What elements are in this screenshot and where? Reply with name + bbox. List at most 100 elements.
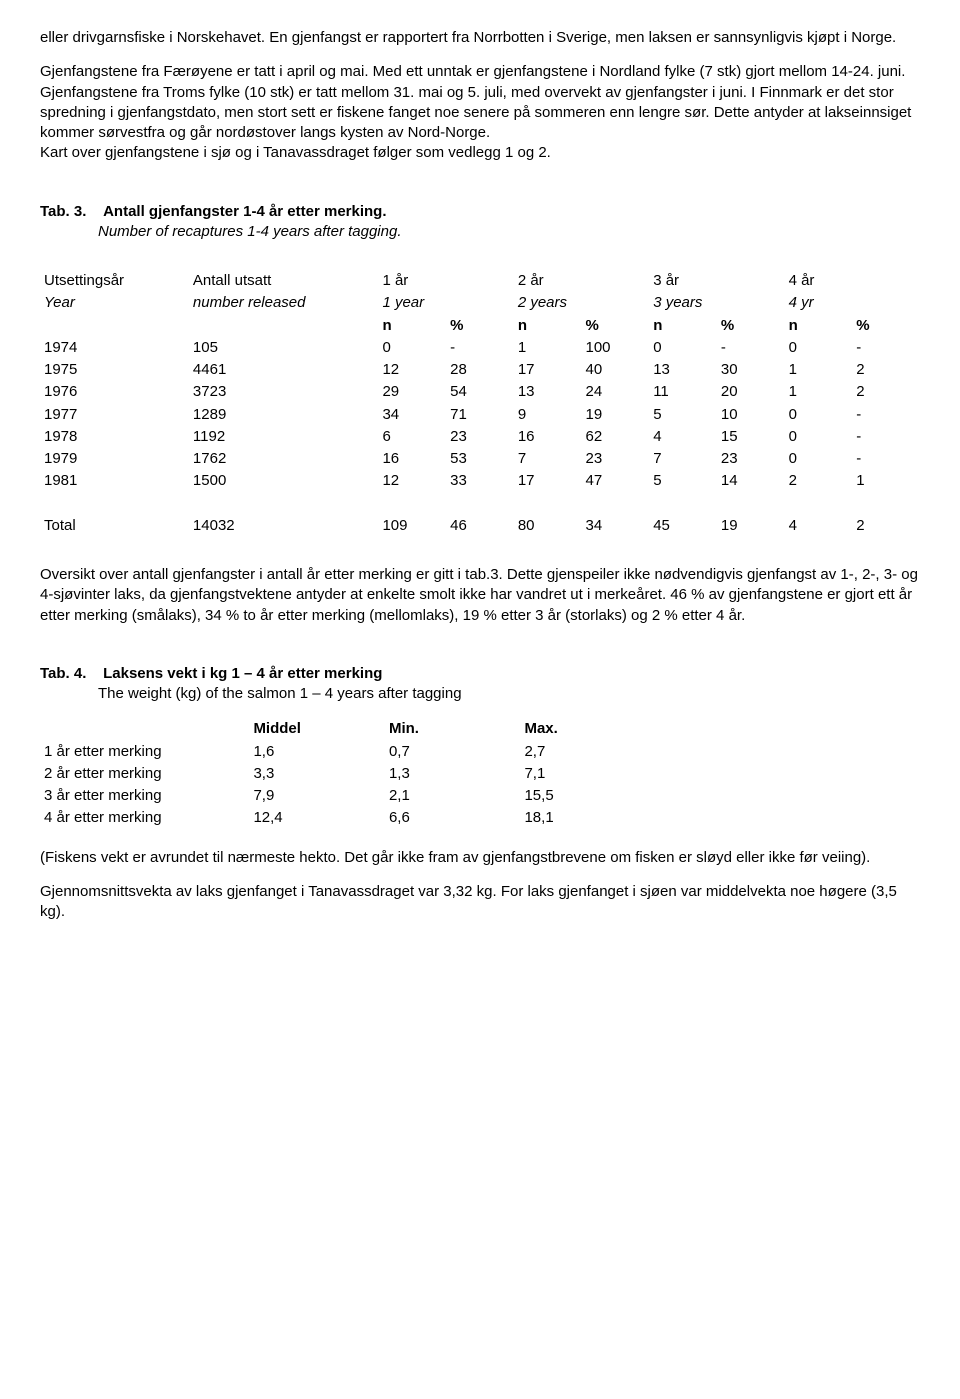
td: 2,7 [520, 741, 656, 763]
th: 4 yr [785, 292, 920, 314]
th: Utsettingsår [40, 270, 189, 292]
td: 28 [446, 359, 514, 381]
table-row: 1 år etter merking1,60,72,7 [40, 741, 656, 763]
paragraph-2: Gjenfangstene fra Færøyene er tatt i apr… [40, 62, 920, 143]
td: 7 [649, 448, 717, 470]
th: 1 år [378, 270, 513, 292]
td: Total [40, 515, 189, 537]
th: n [649, 315, 717, 337]
td: 7 [514, 448, 582, 470]
th: % [717, 315, 785, 337]
td: 19 [717, 515, 785, 537]
td: 1762 [189, 448, 379, 470]
th [40, 315, 189, 337]
paragraph-5: (Fiskens vekt er avrundet til nærmeste h… [40, 848, 920, 868]
td: 7,9 [249, 785, 385, 807]
table4-prefix: Tab. 4. [40, 665, 86, 682]
td: 1978 [40, 426, 189, 448]
td: 14032 [189, 515, 379, 537]
td: 0 [378, 337, 446, 359]
td: 1 [514, 337, 582, 359]
td: 47 [582, 470, 650, 492]
td: 33 [446, 470, 514, 492]
th: 1 year [378, 292, 513, 314]
th: Antall utsatt [189, 270, 379, 292]
td: 1975 [40, 359, 189, 381]
table3: Utsettingsår Antall utsatt 1 år 2 år 3 å… [40, 270, 920, 537]
td: 0 [785, 448, 853, 470]
td: 3 år etter merking [40, 785, 249, 807]
td: 1 år etter merking [40, 741, 249, 763]
td: 1500 [189, 470, 379, 492]
table-row: 3 år etter merking7,92,115,5 [40, 785, 656, 807]
td: 0 [785, 337, 853, 359]
td: 1,6 [249, 741, 385, 763]
td: 30 [717, 359, 785, 381]
td: 54 [446, 381, 514, 403]
td: - [852, 404, 920, 426]
td: - [852, 337, 920, 359]
td: 18,1 [520, 807, 656, 829]
table4-title: Laksens vekt i kg 1 – 4 år etter merking [103, 665, 382, 682]
td: 2 [852, 381, 920, 403]
td: 1981 [40, 470, 189, 492]
td: 1,3 [385, 763, 521, 785]
td: - [717, 337, 785, 359]
table-row: 1976372329541324112012 [40, 381, 920, 403]
table3-spacer [40, 493, 920, 515]
table-row: 1975446112281740133012 [40, 359, 920, 381]
th: n [378, 315, 446, 337]
th: 2 years [514, 292, 649, 314]
td: 16 [378, 448, 446, 470]
th: 3 years [649, 292, 784, 314]
td: 11 [649, 381, 717, 403]
th: Min. [385, 718, 521, 740]
td: 13 [514, 381, 582, 403]
td: 100 [582, 337, 650, 359]
td: 45 [649, 515, 717, 537]
td: 62 [582, 426, 650, 448]
paragraph-4: Oversikt over antall gjenfangster i anta… [40, 565, 920, 626]
td: 2 [852, 359, 920, 381]
td: 6 [378, 426, 446, 448]
td: 2 [785, 470, 853, 492]
td: 14 [717, 470, 785, 492]
table4: Middel Min. Max. 1 år etter merking1,60,… [40, 718, 656, 829]
td: 1974 [40, 337, 189, 359]
td: 12 [378, 359, 446, 381]
table4-heading: Tab. 4. Laksens vekt i kg 1 – 4 år etter… [40, 664, 920, 684]
table-row: 19741050-11000-0- [40, 337, 920, 359]
td: 1289 [189, 404, 379, 426]
table3-total-row: Total 14032 109 46 80 34 45 19 4 2 [40, 515, 920, 537]
td: 105 [189, 337, 379, 359]
td: 46 [446, 515, 514, 537]
td: 71 [446, 404, 514, 426]
td: 80 [514, 515, 582, 537]
td: 4461 [189, 359, 379, 381]
table3-header-row1: Utsettingsår Antall utsatt 1 år 2 år 3 å… [40, 270, 920, 292]
td: 15,5 [520, 785, 656, 807]
table3-prefix: Tab. 3. [40, 203, 86, 220]
table3-header-row2: Year number released 1 year 2 years 3 ye… [40, 292, 920, 314]
td: 9 [514, 404, 582, 426]
th: n [514, 315, 582, 337]
td: - [446, 337, 514, 359]
td: 1977 [40, 404, 189, 426]
td: 1 [785, 381, 853, 403]
td: 3,3 [249, 763, 385, 785]
td: 20 [717, 381, 785, 403]
td: 2 [852, 515, 920, 537]
table3-subtitle: Number of recaptures 1-4 years after tag… [40, 222, 920, 242]
td: 7,1 [520, 763, 656, 785]
table-row: 4 år etter merking12,46,618,1 [40, 807, 656, 829]
paragraph-3: Kart over gjenfangstene i sjø og i Tanav… [40, 143, 920, 163]
table3-title: Antall gjenfangster 1-4 år etter merking… [103, 203, 386, 220]
table3-header-row3: n % n % n % n % [40, 315, 920, 337]
table-row: 198115001233174751421 [40, 470, 920, 492]
td: 17 [514, 359, 582, 381]
td: 1 [852, 470, 920, 492]
td: 29 [378, 381, 446, 403]
td: 34 [582, 515, 650, 537]
table4-header-row: Middel Min. Max. [40, 718, 656, 740]
th: 2 år [514, 270, 649, 292]
